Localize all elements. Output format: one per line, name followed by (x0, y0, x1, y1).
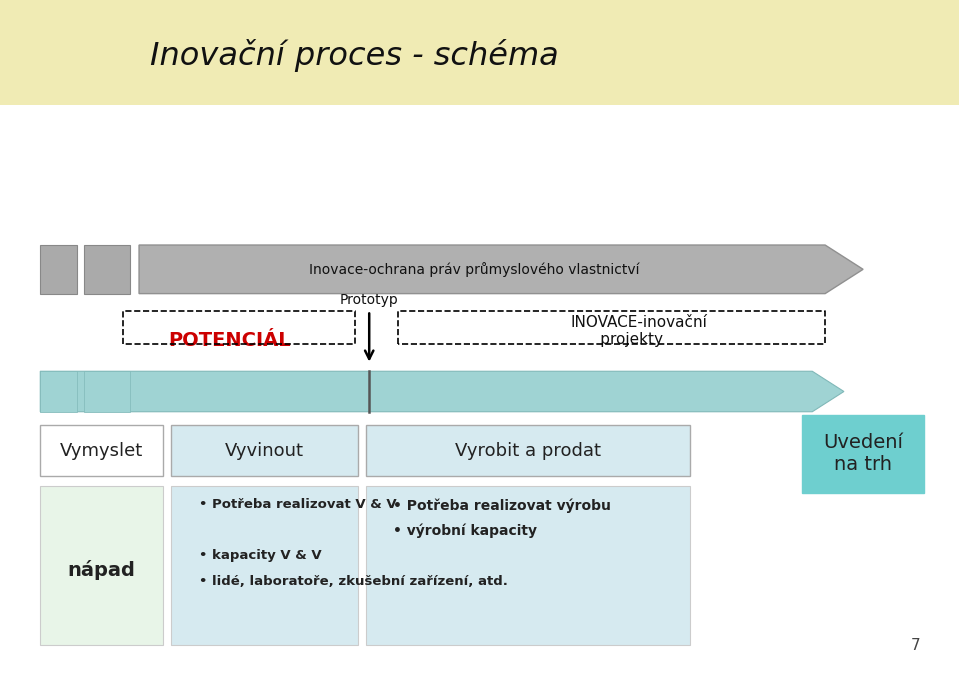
Text: 7: 7 (911, 639, 921, 653)
Text: Vyrobit a prodat: Vyrobit a prodat (456, 441, 601, 460)
FancyBboxPatch shape (40, 371, 77, 412)
FancyBboxPatch shape (366, 425, 690, 476)
FancyBboxPatch shape (40, 486, 163, 645)
FancyBboxPatch shape (171, 486, 358, 645)
FancyBboxPatch shape (84, 371, 130, 412)
FancyBboxPatch shape (84, 245, 130, 294)
FancyBboxPatch shape (40, 245, 77, 294)
FancyBboxPatch shape (802, 415, 924, 493)
Polygon shape (139, 245, 863, 294)
Text: Prototyp: Prototyp (339, 293, 399, 307)
FancyBboxPatch shape (171, 425, 358, 476)
Text: • Potřeba realizovat výrobu: • Potřeba realizovat výrobu (393, 498, 611, 512)
Text: Uvedení
na trh: Uvedení na trh (823, 433, 903, 475)
Text: Inovace-ochrana práv průmyslového vlastnictví: Inovace-ochrana práv průmyslového vlastn… (310, 262, 640, 277)
Text: • výrobní kapacity: • výrobní kapacity (393, 524, 537, 538)
Text: • kapacity V & V: • kapacity V & V (199, 549, 321, 562)
Polygon shape (40, 371, 844, 412)
Text: • Potřeba realizovat V & V: • Potřeba realizovat V & V (199, 498, 396, 511)
Text: nápad: nápad (68, 560, 135, 580)
Text: Vymyslet: Vymyslet (60, 441, 143, 460)
Text: POTENCIÁL: POTENCIÁL (168, 331, 291, 350)
FancyBboxPatch shape (0, 0, 959, 105)
FancyBboxPatch shape (40, 425, 163, 476)
Text: • lidé, laboratoře, zkušební zařízení, atd.: • lidé, laboratoře, zkušební zařízení, a… (199, 575, 507, 588)
Text: Vyvinout: Vyvinout (224, 441, 304, 460)
Text: INOVACE-inovační
      projekty: INOVACE-inovační projekty (571, 315, 708, 347)
Text: Inovační proces - schéma: Inovační proces - schéma (151, 39, 559, 72)
FancyBboxPatch shape (366, 486, 690, 645)
